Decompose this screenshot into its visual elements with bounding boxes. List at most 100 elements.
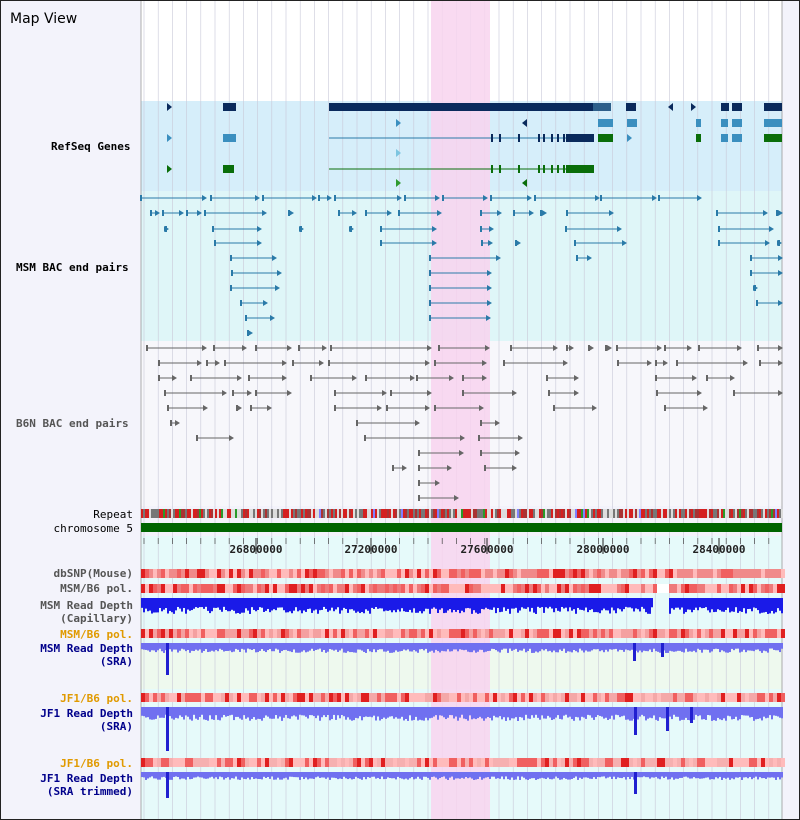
msm-depth-sra-bar [355, 643, 357, 653]
msm-depth-sra-bar [347, 643, 349, 652]
dbsnp-cell [421, 569, 425, 578]
jf1-depth-trimmed-bar [255, 772, 257, 779]
msm-bac-label: MSM BAC end pairs [16, 261, 129, 274]
jf1-depth-sra-bar [239, 707, 241, 719]
gene-arrow [522, 179, 527, 187]
msm-depth-sra-bar [253, 643, 255, 650]
msm-depth-sra-bar [473, 643, 475, 651]
jf1-b6-pol-cell [713, 693, 717, 702]
jf1-b6-pol2-cell [609, 758, 613, 767]
jf1-depth-sra-bar [401, 707, 403, 717]
msm-depth-sra-bar [657, 643, 659, 652]
jf1-depth-trimmed-bar [477, 772, 479, 780]
jf1-b6-pol2-cell [465, 758, 469, 767]
jf1-depth-trimmed-bar [467, 772, 469, 779]
msm-b6-pol2-cell [773, 629, 777, 638]
msm-depth-capillary-bar [191, 598, 193, 611]
jf1-depth-sra-bar [521, 707, 523, 718]
msm-depth-sra-bar [241, 643, 243, 649]
repeat-segment [757, 509, 759, 518]
dbsnp-cell [705, 569, 709, 578]
b6n-bac-pair-end [655, 375, 657, 381]
msm-depth-capillary-bar [351, 598, 353, 610]
repeat-segment [531, 509, 533, 518]
msm-b6-pol-cell [633, 584, 637, 593]
jf1-b6-pol-cell [553, 693, 557, 702]
msm-depth-sra-bar [213, 643, 215, 652]
chromosome-ideogram[interactable] [531, 53, 683, 64]
dbsnp-cell [273, 569, 277, 578]
msm-b6-pol2-cell [357, 629, 361, 638]
msm-b6-pol2-cell [257, 629, 261, 638]
repeat-segment [777, 509, 779, 518]
jf1-depth-sra-bar [315, 707, 317, 719]
jf1-depth-trimmed-bar [697, 772, 699, 779]
jf1-b6-pol2-cell [573, 758, 577, 767]
b6n-bac-pair-end [242, 345, 247, 351]
msm-depth-sra-bar [427, 643, 429, 653]
dbsnp-cell [573, 569, 577, 578]
jf1-depth-trimmed-bar [149, 772, 151, 778]
msm-b6-pol-cell [281, 584, 285, 593]
jf1-b6-pol2-cell [301, 758, 305, 767]
msm-depth-capillary-bar [151, 598, 153, 614]
jf1-depth-trimmed-bar [453, 772, 455, 780]
jf1-depth-sra-bar [435, 707, 437, 716]
dbsnp-cell [653, 569, 657, 578]
msm-b6-pol2-cell [609, 629, 613, 638]
msm-b6-pol2-cell [393, 629, 397, 638]
msm-b6-pol-cell [697, 584, 701, 593]
msm-bac-pair-end [480, 210, 482, 216]
msm-depth-capillary-bar [521, 598, 523, 608]
jf1-depth-sra-bar [769, 707, 771, 716]
msm-depth-capillary-bar [341, 598, 343, 611]
dbsnp-cell [157, 569, 161, 578]
msm-depth-sra-bar [661, 643, 663, 649]
jf1-depth-sra-bar [201, 707, 203, 715]
jf1-b6-pol-cell [497, 693, 501, 702]
msm-depth-capillary-bar [709, 598, 711, 613]
jf1-depth-sra-bar [403, 707, 405, 721]
msm-depth-sra-bar [601, 643, 603, 651]
jf1-depth-sra-bar [733, 707, 735, 719]
msm-depth-sra-bar [755, 643, 757, 650]
jf1-depth-trimmed-bar [771, 772, 773, 778]
repeat-segment [743, 509, 745, 518]
jf1-depth-sra-bar [241, 707, 243, 720]
jf1-depth-trimmed-bar [751, 772, 753, 780]
msm-bac-pair-end [300, 226, 302, 232]
jf1-depth-trimmed-bar [297, 772, 299, 778]
jf1-depth-trimmed-bar [425, 772, 427, 777]
msm-depth-capillary-bar [731, 598, 733, 612]
jf1-b6-pol2-cell [221, 758, 225, 767]
jf1-depth-trimmed-bar [537, 772, 539, 780]
jf1-depth-sra-bar [165, 707, 167, 715]
msm-depth-capillary-bar [211, 598, 213, 612]
msm-b6-pol2-cell [309, 629, 313, 638]
jf1-depth-trimmed-bar [237, 772, 239, 780]
msm-depth-sra-label-1: MSM Read Depth [40, 642, 133, 655]
msm-depth-sra-bar [565, 643, 567, 653]
jf1-depth-sra-bar [645, 707, 647, 721]
repeat-segment [227, 509, 229, 518]
jf1-depth-sra-bar [653, 707, 655, 716]
b6n-bac-pair-end [592, 405, 597, 411]
jf1-depth-trimmed-bar [779, 772, 781, 780]
repeat-segment [675, 509, 677, 518]
jf1-depth-trimmed-bar [645, 772, 647, 778]
msm-depth-sra-bar [175, 643, 177, 650]
repeat-segment [191, 509, 193, 518]
msm-b6-pol-cell [765, 584, 769, 593]
msm-b6-pol-cell [705, 584, 709, 593]
b6n-bac-pair-end [459, 450, 464, 456]
b6n-bac-pair-end [484, 465, 486, 471]
jf1-b6-pol2-cell [421, 758, 425, 767]
jf1-depth-sra-bar [381, 707, 383, 720]
jf1-b6-pol-cell [213, 693, 217, 702]
jf1-b6-pol-cell [313, 693, 317, 702]
msm-bac-pair-end [652, 195, 657, 201]
jf1-depth-sra-bar [227, 707, 229, 716]
msm-bac-pair-end [275, 285, 280, 291]
dbsnp-cell [497, 569, 501, 578]
dbsnp-cell [337, 569, 341, 578]
